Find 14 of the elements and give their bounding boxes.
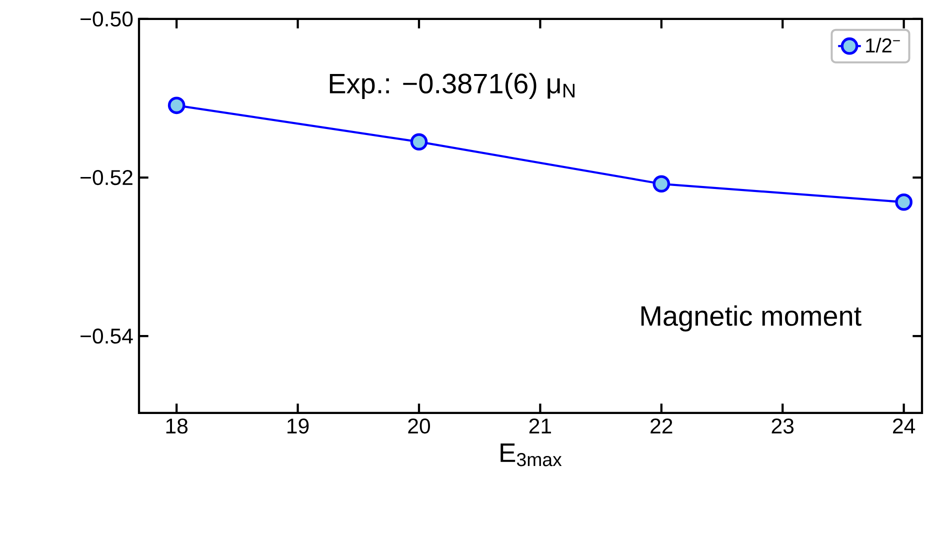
x-tick-label: 18 [166, 418, 188, 434]
x-tick-label: 19 [288, 418, 309, 434]
annotation: Magnetic moment [641, 305, 862, 332]
x-tick-label: 22 [650, 418, 672, 434]
y-tick-label: −0.52 [80, 170, 132, 186]
legend-label: 1/2$^{−}$ [866, 38, 900, 53]
x-axis-title: E$_{3max}$ [500, 444, 562, 466]
x-tick-label: 21 [529, 418, 552, 434]
x-tick-label: 24 [893, 418, 916, 434]
annotation: Exp.: −0.3871(6) μ$_{N}$ [330, 72, 574, 100]
y-tick-label: −0.54 [80, 328, 133, 344]
y-tick-label: −0.50 [80, 11, 133, 27]
x-tick-label: 23 [772, 418, 794, 434]
x-tick-label: 20 [408, 418, 430, 434]
